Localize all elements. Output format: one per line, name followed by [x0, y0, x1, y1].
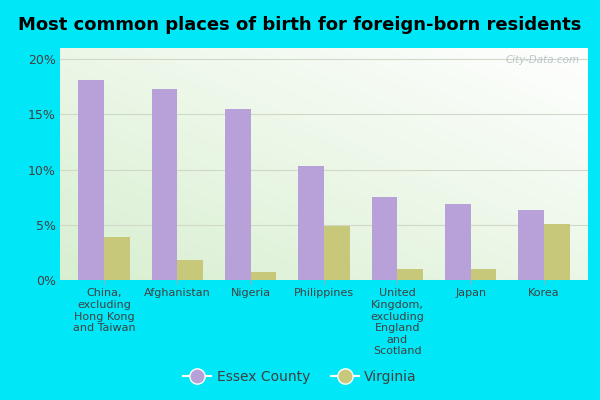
Bar	[104, 237, 130, 280]
Bar	[371, 197, 397, 280]
Bar	[397, 269, 423, 280]
Bar	[445, 204, 470, 280]
Text: City-Data.com: City-Data.com	[506, 55, 580, 65]
Bar	[79, 80, 104, 280]
Legend: Essex County, Virginia: Essex County, Virginia	[178, 364, 422, 389]
Bar	[324, 226, 350, 280]
Bar	[518, 210, 544, 280]
Bar	[152, 89, 178, 280]
Bar	[225, 109, 251, 280]
Bar	[298, 166, 324, 280]
Bar	[251, 272, 277, 280]
Bar	[178, 260, 203, 280]
Bar	[544, 224, 569, 280]
Bar	[470, 269, 496, 280]
Text: Most common places of birth for foreign-born residents: Most common places of birth for foreign-…	[19, 16, 581, 34]
